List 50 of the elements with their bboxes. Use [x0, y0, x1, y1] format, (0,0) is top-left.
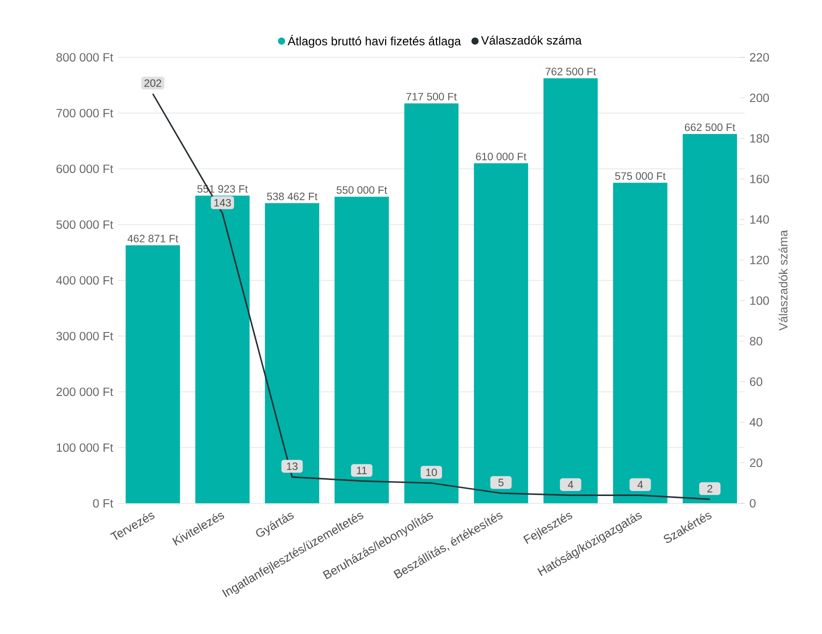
- data-label: 717 500 Ft: [406, 92, 457, 100]
- y2-tick-label: 0: [750, 499, 756, 508]
- legend-label: Válaszadók száma: [481, 36, 582, 45]
- data-label: 4: [568, 480, 574, 488]
- data-label: 462 871 Ft: [128, 234, 178, 242]
- y2-tick-label: 160: [750, 174, 769, 184]
- y2-tick-label: 200: [750, 94, 769, 102]
- y-tick-label: 100 000 Ft: [56, 443, 114, 452]
- y2-tick-label: 60: [750, 377, 762, 386]
- y-tick-label: 300 000 Ft: [56, 332, 114, 340]
- data-label: 143: [214, 198, 231, 206]
- bar: [264, 203, 320, 504]
- y2-tick-label: 80: [750, 336, 762, 346]
- bar: [474, 163, 528, 504]
- data-label: 662 500 Ft: [684, 123, 736, 132]
- y2-tick-label: 140: [750, 215, 769, 224]
- data-label: 13: [286, 462, 298, 470]
- y2-tick-label: 20: [750, 458, 762, 468]
- y-tick-label: 400 000 Ft: [56, 276, 114, 285]
- y-tick-label: 0 Ft: [93, 499, 114, 508]
- y2-tick-label: 100: [750, 296, 769, 305]
- y-tick-label: 600 000 Ft: [56, 164, 114, 174]
- data-label: 610 000 Ft: [476, 152, 526, 160]
- bar: [404, 103, 458, 504]
- data-label: 762 500 Ft: [546, 68, 596, 76]
- data-label: 202: [144, 79, 162, 87]
- bar: [334, 196, 389, 504]
- bar: [613, 182, 668, 504]
- y-tick-label: 800 000 Ft: [56, 53, 114, 62]
- bar: [543, 78, 598, 504]
- data-label: 5: [498, 478, 504, 486]
- data-label: 4: [638, 480, 643, 488]
- y-tick-label: 200 000 Ft: [56, 388, 114, 396]
- data-label: 538 462 Ft: [266, 192, 318, 200]
- y2-tick-label: 180: [750, 134, 769, 143]
- data-label: 575 000 Ft: [615, 172, 666, 180]
- data-label: 10: [426, 468, 437, 476]
- y-tick-label: 500 000 Ft: [56, 220, 114, 229]
- y2-tick-label: 120: [750, 256, 769, 264]
- y-tick-label: 700 000 Ft: [56, 108, 114, 118]
- bar: [682, 134, 737, 504]
- bar: [126, 245, 180, 504]
- y2-axis-title: Válaszadók száma: [778, 230, 788, 331]
- legend-label: Átlagos bruttó havi fizetés átlaga: [288, 34, 461, 48]
- y2-tick-label: 220: [750, 53, 769, 62]
- bar: [195, 196, 250, 504]
- y2-tick-label: 40: [750, 418, 762, 426]
- data-label: 2: [707, 484, 712, 492]
- data-label: 11: [356, 466, 367, 474]
- data-label: 550 000 Ft: [336, 186, 388, 194]
